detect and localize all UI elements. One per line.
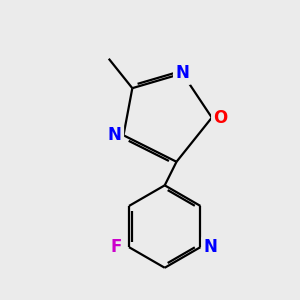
- Text: N: N: [204, 238, 218, 256]
- Text: O: O: [214, 109, 228, 127]
- Text: F: F: [110, 238, 122, 256]
- Text: N: N: [176, 64, 189, 82]
- Text: N: N: [108, 126, 122, 144]
